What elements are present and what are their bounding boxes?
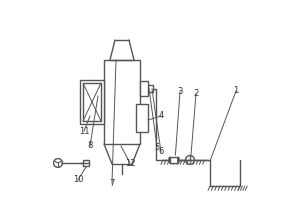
Text: 3: 3 — [177, 88, 183, 97]
Ellipse shape — [178, 157, 179, 163]
Bar — [80, 80, 104, 124]
Text: 5: 5 — [154, 142, 160, 152]
Text: 11: 11 — [79, 127, 89, 136]
Bar — [104, 60, 140, 144]
Bar — [83, 83, 101, 121]
Text: 12: 12 — [125, 158, 135, 168]
Bar — [140, 81, 148, 96]
Text: 2: 2 — [194, 90, 199, 98]
Text: 1: 1 — [233, 86, 238, 95]
Text: 8: 8 — [87, 142, 93, 150]
Bar — [83, 160, 89, 166]
Text: 6: 6 — [158, 148, 164, 156]
Text: 4: 4 — [158, 112, 164, 120]
Text: 10: 10 — [73, 176, 83, 184]
Bar — [169, 157, 178, 163]
Bar — [136, 104, 148, 132]
Text: 7: 7 — [109, 178, 115, 188]
Ellipse shape — [169, 157, 170, 163]
